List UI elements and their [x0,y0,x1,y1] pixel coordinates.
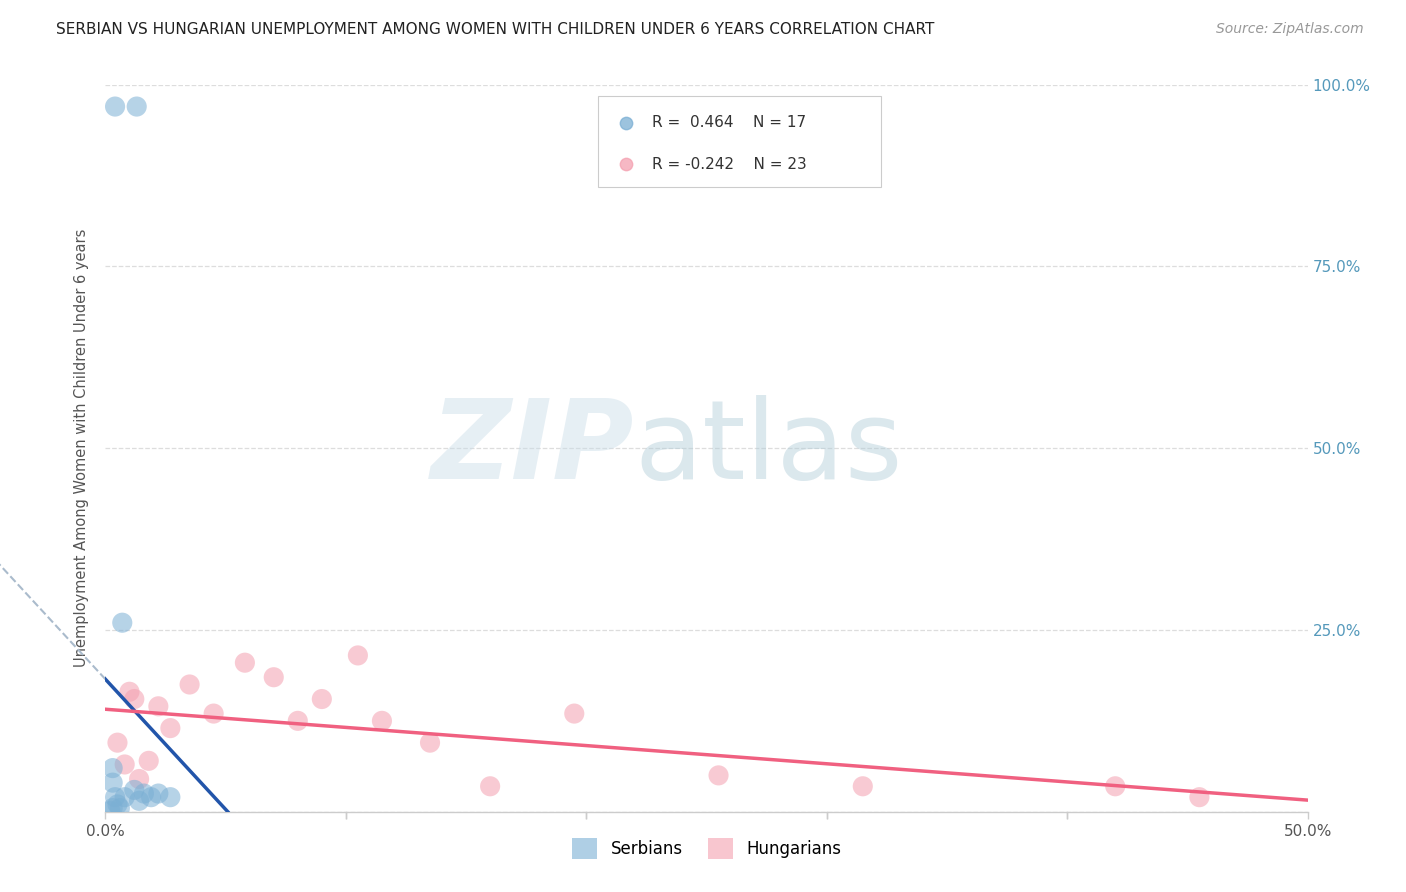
Point [139,790,162,805]
Point [107,797,129,812]
Point [104,790,127,805]
Point [101,775,124,789]
Point [852,779,875,793]
Point [108,801,131,815]
Legend: Serbians, Hungarians: Serbians, Hungarians [565,831,848,865]
Point [101,801,124,815]
Point [562,706,585,721]
Point [148,699,170,714]
Point [114,790,136,805]
Point [1135,157,1157,171]
Point [179,677,201,691]
Point [104,99,127,113]
Point [1104,779,1126,793]
Text: atlas: atlas [634,395,903,501]
Point [107,736,129,750]
Point [159,790,181,805]
Point [419,736,441,750]
Point [707,768,730,782]
Text: Source: ZipAtlas.com: Source: ZipAtlas.com [1216,22,1364,37]
Text: R =  0.464    N = 17: R = 0.464 N = 17 [652,115,807,130]
Point [311,692,333,706]
Point [132,787,155,801]
Point [124,692,146,706]
Point [233,656,256,670]
Y-axis label: Unemployment Among Women with Children Under 6 years: Unemployment Among Women with Children U… [75,229,90,667]
Point [128,772,150,786]
Point [202,706,225,721]
Point [101,761,124,775]
Point [128,794,150,808]
Point [1135,116,1157,130]
Point [347,648,370,663]
Point [114,757,136,772]
Point [371,714,394,728]
Point [148,787,170,801]
Text: SERBIAN VS HUNGARIAN UNEMPLOYMENT AMONG WOMEN WITH CHILDREN UNDER 6 YEARS CORREL: SERBIAN VS HUNGARIAN UNEMPLOYMENT AMONG … [56,22,935,37]
Point [98,804,121,818]
Point [118,685,141,699]
Point [1188,790,1211,805]
FancyBboxPatch shape [599,95,880,186]
Point [125,99,148,113]
Point [111,615,134,630]
Text: R = -0.242    N = 23: R = -0.242 N = 23 [652,157,807,172]
Point [287,714,309,728]
Point [479,779,502,793]
Point [138,754,160,768]
Text: ZIP: ZIP [430,395,634,501]
Point [124,783,146,797]
Point [263,670,285,684]
Point [159,721,181,735]
